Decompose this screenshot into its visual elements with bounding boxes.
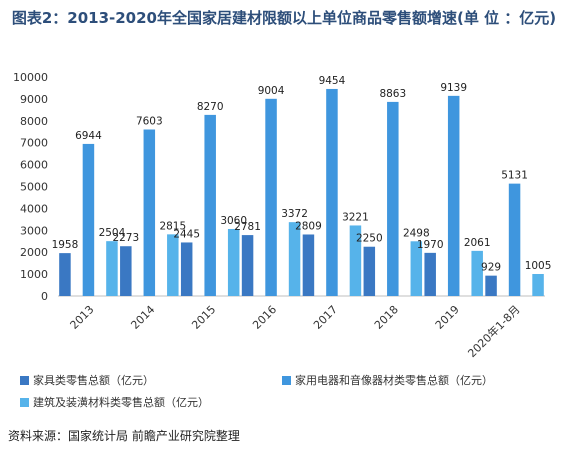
data-label: 3221 bbox=[342, 211, 369, 223]
bar bbox=[180, 242, 193, 296]
y-tick-label: 2000 bbox=[20, 246, 48, 259]
bar bbox=[106, 241, 118, 296]
data-label: 2273 bbox=[112, 232, 139, 244]
x-tick-label: 2018 bbox=[372, 303, 401, 332]
bar bbox=[143, 129, 156, 296]
data-label: 2061 bbox=[464, 237, 491, 249]
data-label: 6944 bbox=[75, 130, 102, 142]
data-label: 1958 bbox=[52, 239, 79, 251]
bar bbox=[349, 225, 362, 296]
y-tick-label: 3000 bbox=[20, 224, 48, 237]
bar bbox=[167, 234, 179, 296]
bar bbox=[410, 241, 423, 296]
x-tick-label: 2013 bbox=[68, 303, 97, 332]
y-tick-label: 1000 bbox=[20, 268, 48, 281]
data-label: 8863 bbox=[379, 88, 406, 100]
data-label: 8270 bbox=[197, 101, 224, 113]
bar bbox=[326, 88, 338, 296]
y-tick-label: 10000 bbox=[13, 71, 48, 84]
y-tick-label: 7000 bbox=[20, 137, 48, 150]
legend-item-appliances: 家用电器和音像器材类零售总额（亿元） bbox=[282, 372, 493, 388]
bar bbox=[227, 228, 240, 296]
x-tick-label: 2016 bbox=[250, 303, 279, 332]
data-label: 929 bbox=[481, 262, 501, 274]
x-tick-label: 2015 bbox=[189, 303, 218, 332]
data-label: 1970 bbox=[417, 239, 444, 251]
legend-label-appliances: 家用电器和音像器材类零售总额（亿元） bbox=[295, 374, 493, 387]
y-tick-label: 9000 bbox=[20, 93, 48, 106]
y-tick-label: 5000 bbox=[20, 181, 48, 194]
data-label: 1005 bbox=[525, 260, 552, 272]
legend-swatch-building-materials bbox=[20, 398, 29, 407]
data-label: 9454 bbox=[319, 75, 346, 87]
bar bbox=[302, 234, 315, 296]
legend-swatch-furniture bbox=[20, 376, 29, 385]
x-tick-label: 2017 bbox=[311, 303, 340, 332]
bar bbox=[532, 273, 544, 296]
bar bbox=[387, 101, 399, 296]
data-label: 2809 bbox=[295, 220, 322, 232]
source-note: 资料来源：国家统计局 前瞻产业研究院整理 bbox=[8, 429, 240, 443]
bar bbox=[288, 222, 301, 296]
data-label: 9139 bbox=[440, 82, 467, 94]
data-label: 2504 bbox=[99, 227, 126, 239]
bar bbox=[59, 253, 71, 296]
bar bbox=[204, 114, 216, 297]
y-tick-label: 4000 bbox=[20, 202, 48, 215]
bar bbox=[485, 275, 497, 296]
legend-item-furniture: 家具类零售总额（亿元） bbox=[20, 372, 154, 388]
legend-item-building-materials: 建筑及装潢材料类零售总额（亿元） bbox=[20, 394, 209, 410]
data-label: 2250 bbox=[356, 233, 383, 245]
y-tick-label: 8000 bbox=[20, 115, 48, 128]
legend-label-furniture: 家具类零售总额（亿元） bbox=[33, 374, 154, 387]
bar bbox=[363, 246, 376, 296]
data-label: 9004 bbox=[258, 85, 285, 97]
data-label: 2815 bbox=[159, 220, 186, 232]
legend-swatch-appliances bbox=[282, 376, 291, 385]
bar bbox=[508, 183, 521, 296]
bar bbox=[447, 95, 460, 297]
bar bbox=[424, 252, 436, 296]
data-label: 2445 bbox=[173, 228, 200, 240]
x-tick-label: 2014 bbox=[128, 303, 157, 332]
y-tick-label: 6000 bbox=[20, 159, 48, 172]
legend-label-building-materials: 建筑及装潢材料类零售总额（亿元） bbox=[33, 396, 209, 409]
data-label: 2781 bbox=[234, 221, 261, 233]
data-label: 3060 bbox=[220, 215, 247, 227]
y-tick-label: 0 bbox=[41, 290, 48, 303]
bar bbox=[120, 246, 132, 296]
x-tick-label: 2019 bbox=[433, 303, 462, 332]
bar bbox=[241, 235, 254, 296]
data-label: 5131 bbox=[501, 170, 528, 182]
x-tick-label: 2020年1-8月 bbox=[465, 302, 523, 360]
data-label: 2498 bbox=[403, 227, 430, 239]
bar bbox=[265, 98, 277, 296]
chart-title: 图表2：2013-2020年全国家居建材限额以上单位商品零售额增速(单 位 ：亿… bbox=[11, 9, 557, 27]
data-label: 7603 bbox=[136, 115, 163, 127]
bar bbox=[471, 250, 483, 296]
data-label: 3372 bbox=[281, 208, 308, 220]
bar bbox=[82, 143, 95, 296]
